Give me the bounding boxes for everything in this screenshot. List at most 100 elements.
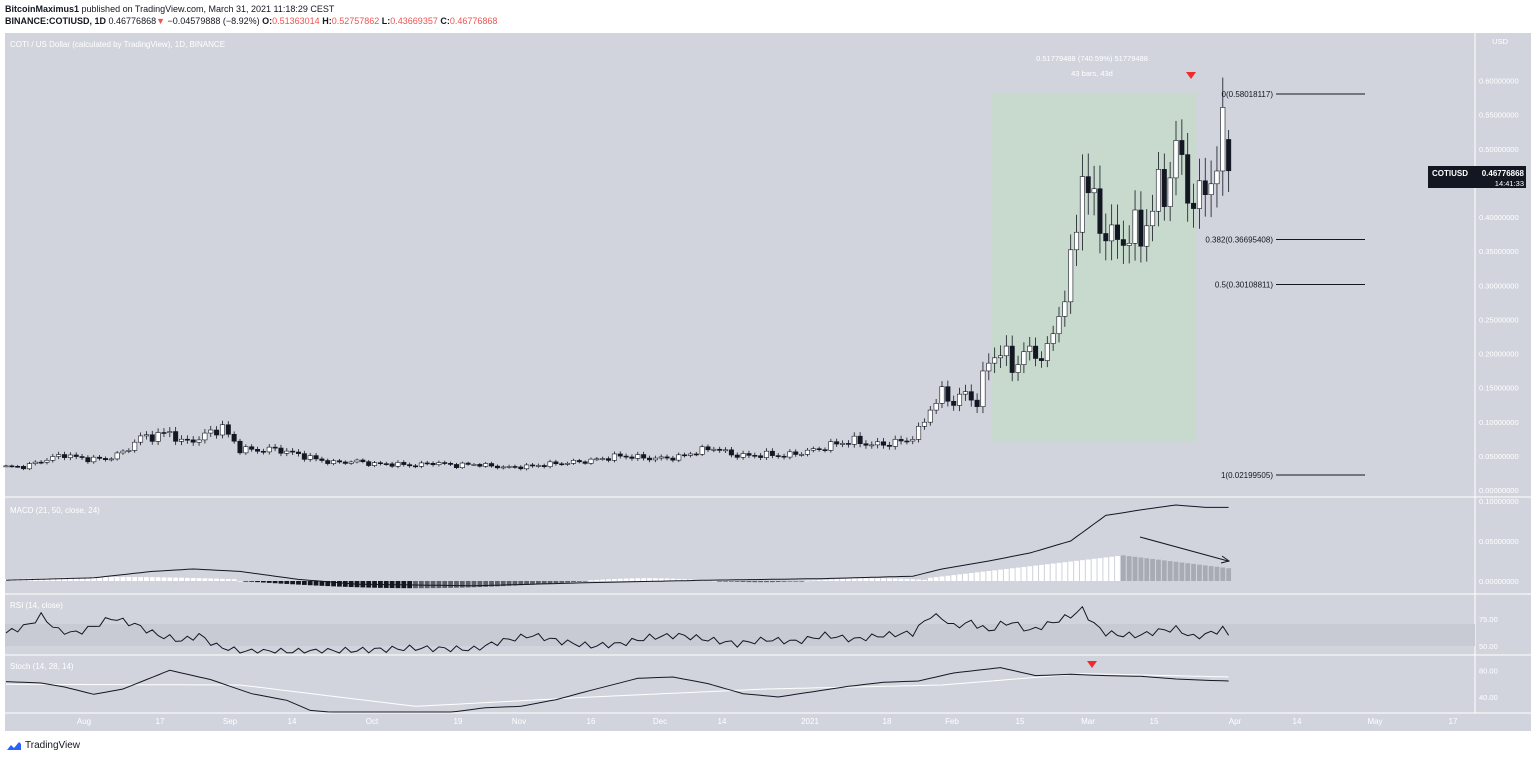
macd-histogram-bar (173, 577, 179, 581)
macd-histogram-bar (120, 577, 126, 581)
macd-histogram-bar (764, 581, 769, 583)
candle-body (401, 462, 407, 465)
macd-histogram-bar (430, 581, 436, 589)
candle-body (26, 463, 32, 470)
price-tag-symbol: COTIUSD (1432, 169, 1468, 178)
macd-histogram-bar (424, 581, 430, 589)
candle-body (442, 462, 448, 464)
macd-histogram-bar (1220, 567, 1226, 581)
macd-histogram-bar (1185, 563, 1191, 581)
macd-histogram-bar (781, 581, 787, 582)
candle-body (635, 454, 641, 459)
time-axis-label: 17 (1449, 717, 1458, 726)
publish-line: BitcoinMaximus1 published on TradingView… (5, 4, 334, 14)
candle-body (1079, 176, 1085, 233)
macd-histogram-bar (1097, 558, 1103, 581)
macd-histogram-bar (963, 573, 968, 581)
time-axis-label: Mar (1081, 717, 1095, 726)
candle-body (840, 443, 846, 445)
macd-histogram-bar (489, 581, 494, 587)
candle-body (266, 446, 272, 453)
footer-brand[interactable]: TradingView (6, 740, 80, 751)
candle-body (1220, 107, 1226, 172)
open-label: O: (262, 16, 273, 26)
candle-body (916, 426, 922, 440)
macd-histogram-bar (1115, 556, 1120, 581)
macd-histogram-bar (278, 581, 284, 584)
candle-body (1155, 169, 1161, 212)
low-label: L: (381, 16, 391, 26)
candle-body (945, 386, 951, 402)
candle-body (652, 457, 658, 461)
macd-histogram-bar (1120, 555, 1126, 581)
candle-body (15, 466, 21, 468)
measure-line2: 43 bars, 43d (1071, 69, 1113, 78)
rsi-title: RSI (14, close) (10, 601, 63, 610)
macd-histogram-bar (986, 571, 992, 581)
candle-body (588, 458, 594, 464)
candle-body (933, 403, 939, 411)
time-axis-label: Aug (77, 717, 91, 726)
macd-histogram-bar (301, 581, 307, 585)
candle-body (863, 443, 869, 446)
candle-body (243, 446, 249, 454)
candle-body (769, 450, 775, 456)
macd-histogram-bar (1050, 563, 1056, 581)
publish-info: published on TradingView.com, March 31, … (81, 4, 335, 14)
currency-label: USD (1492, 37, 1508, 46)
candle-body (535, 465, 541, 467)
macd-histogram-bar (1044, 564, 1050, 581)
candle-body (898, 439, 904, 442)
macd-line (5, 504, 1229, 587)
macd-histogram-bar (1156, 559, 1161, 581)
tradingview-logo-icon (7, 741, 21, 750)
fib-level-label: 0(0.58018117) (1222, 90, 1274, 99)
candle-body (594, 458, 600, 461)
candlestick-series (3, 77, 1232, 471)
price-axis-label: 0.10000000 (1479, 418, 1519, 427)
macd-histogram-bar (559, 581, 565, 583)
candle-body (880, 441, 886, 446)
time-axis[interactable]: Aug 17 Sep 14 Oct 19 Nov 16 Dec 14 2021 18 Feb 15 Mar 1… (77, 717, 1458, 726)
macd-histogram-bar (617, 578, 623, 581)
macd-histogram-bar (342, 581, 348, 587)
macd-histogram-bar (711, 580, 717, 582)
macd-title: MACD (21, 50, close, 24) (10, 506, 100, 515)
time-axis-label: 17 (156, 717, 165, 726)
candle-body (1167, 177, 1173, 207)
macd-histogram-bar (851, 578, 857, 581)
macd-histogram-bar (1226, 568, 1232, 581)
macd-histogram-bar (571, 581, 576, 583)
candle-body (968, 391, 974, 401)
price-axis-label: 0.30000000 (1479, 281, 1519, 290)
time-axis-label: Sep (223, 717, 238, 726)
stoch-k-line (5, 667, 1229, 713)
candle-body (489, 463, 495, 467)
candle-body (313, 455, 319, 460)
macd-histogram-bar (103, 577, 108, 581)
candle-body (980, 370, 986, 407)
candle-body (617, 453, 623, 457)
candle-body (734, 454, 740, 458)
candle-body (799, 454, 805, 456)
candle-body (951, 400, 957, 406)
candle-body (290, 450, 296, 453)
candle-body (939, 386, 945, 404)
candle-body (845, 443, 851, 445)
price-axis-label: 0.25000000 (1479, 315, 1519, 324)
macd-histogram-bar (512, 581, 518, 586)
time-axis-label: 16 (587, 717, 596, 726)
macd-histogram-bar (933, 577, 939, 581)
candle-body (547, 461, 553, 467)
macd-histogram-bar (916, 579, 921, 581)
candle-body (1068, 249, 1074, 303)
candle-body (1062, 301, 1068, 317)
macd-histogram-bar (746, 581, 752, 583)
candle-body (927, 409, 933, 423)
candle-body (91, 456, 97, 463)
candle-body (61, 454, 67, 458)
candle-body (810, 448, 816, 451)
price-change: −0.04579888 (−8.92%) (167, 16, 260, 26)
candle-body (412, 465, 418, 468)
